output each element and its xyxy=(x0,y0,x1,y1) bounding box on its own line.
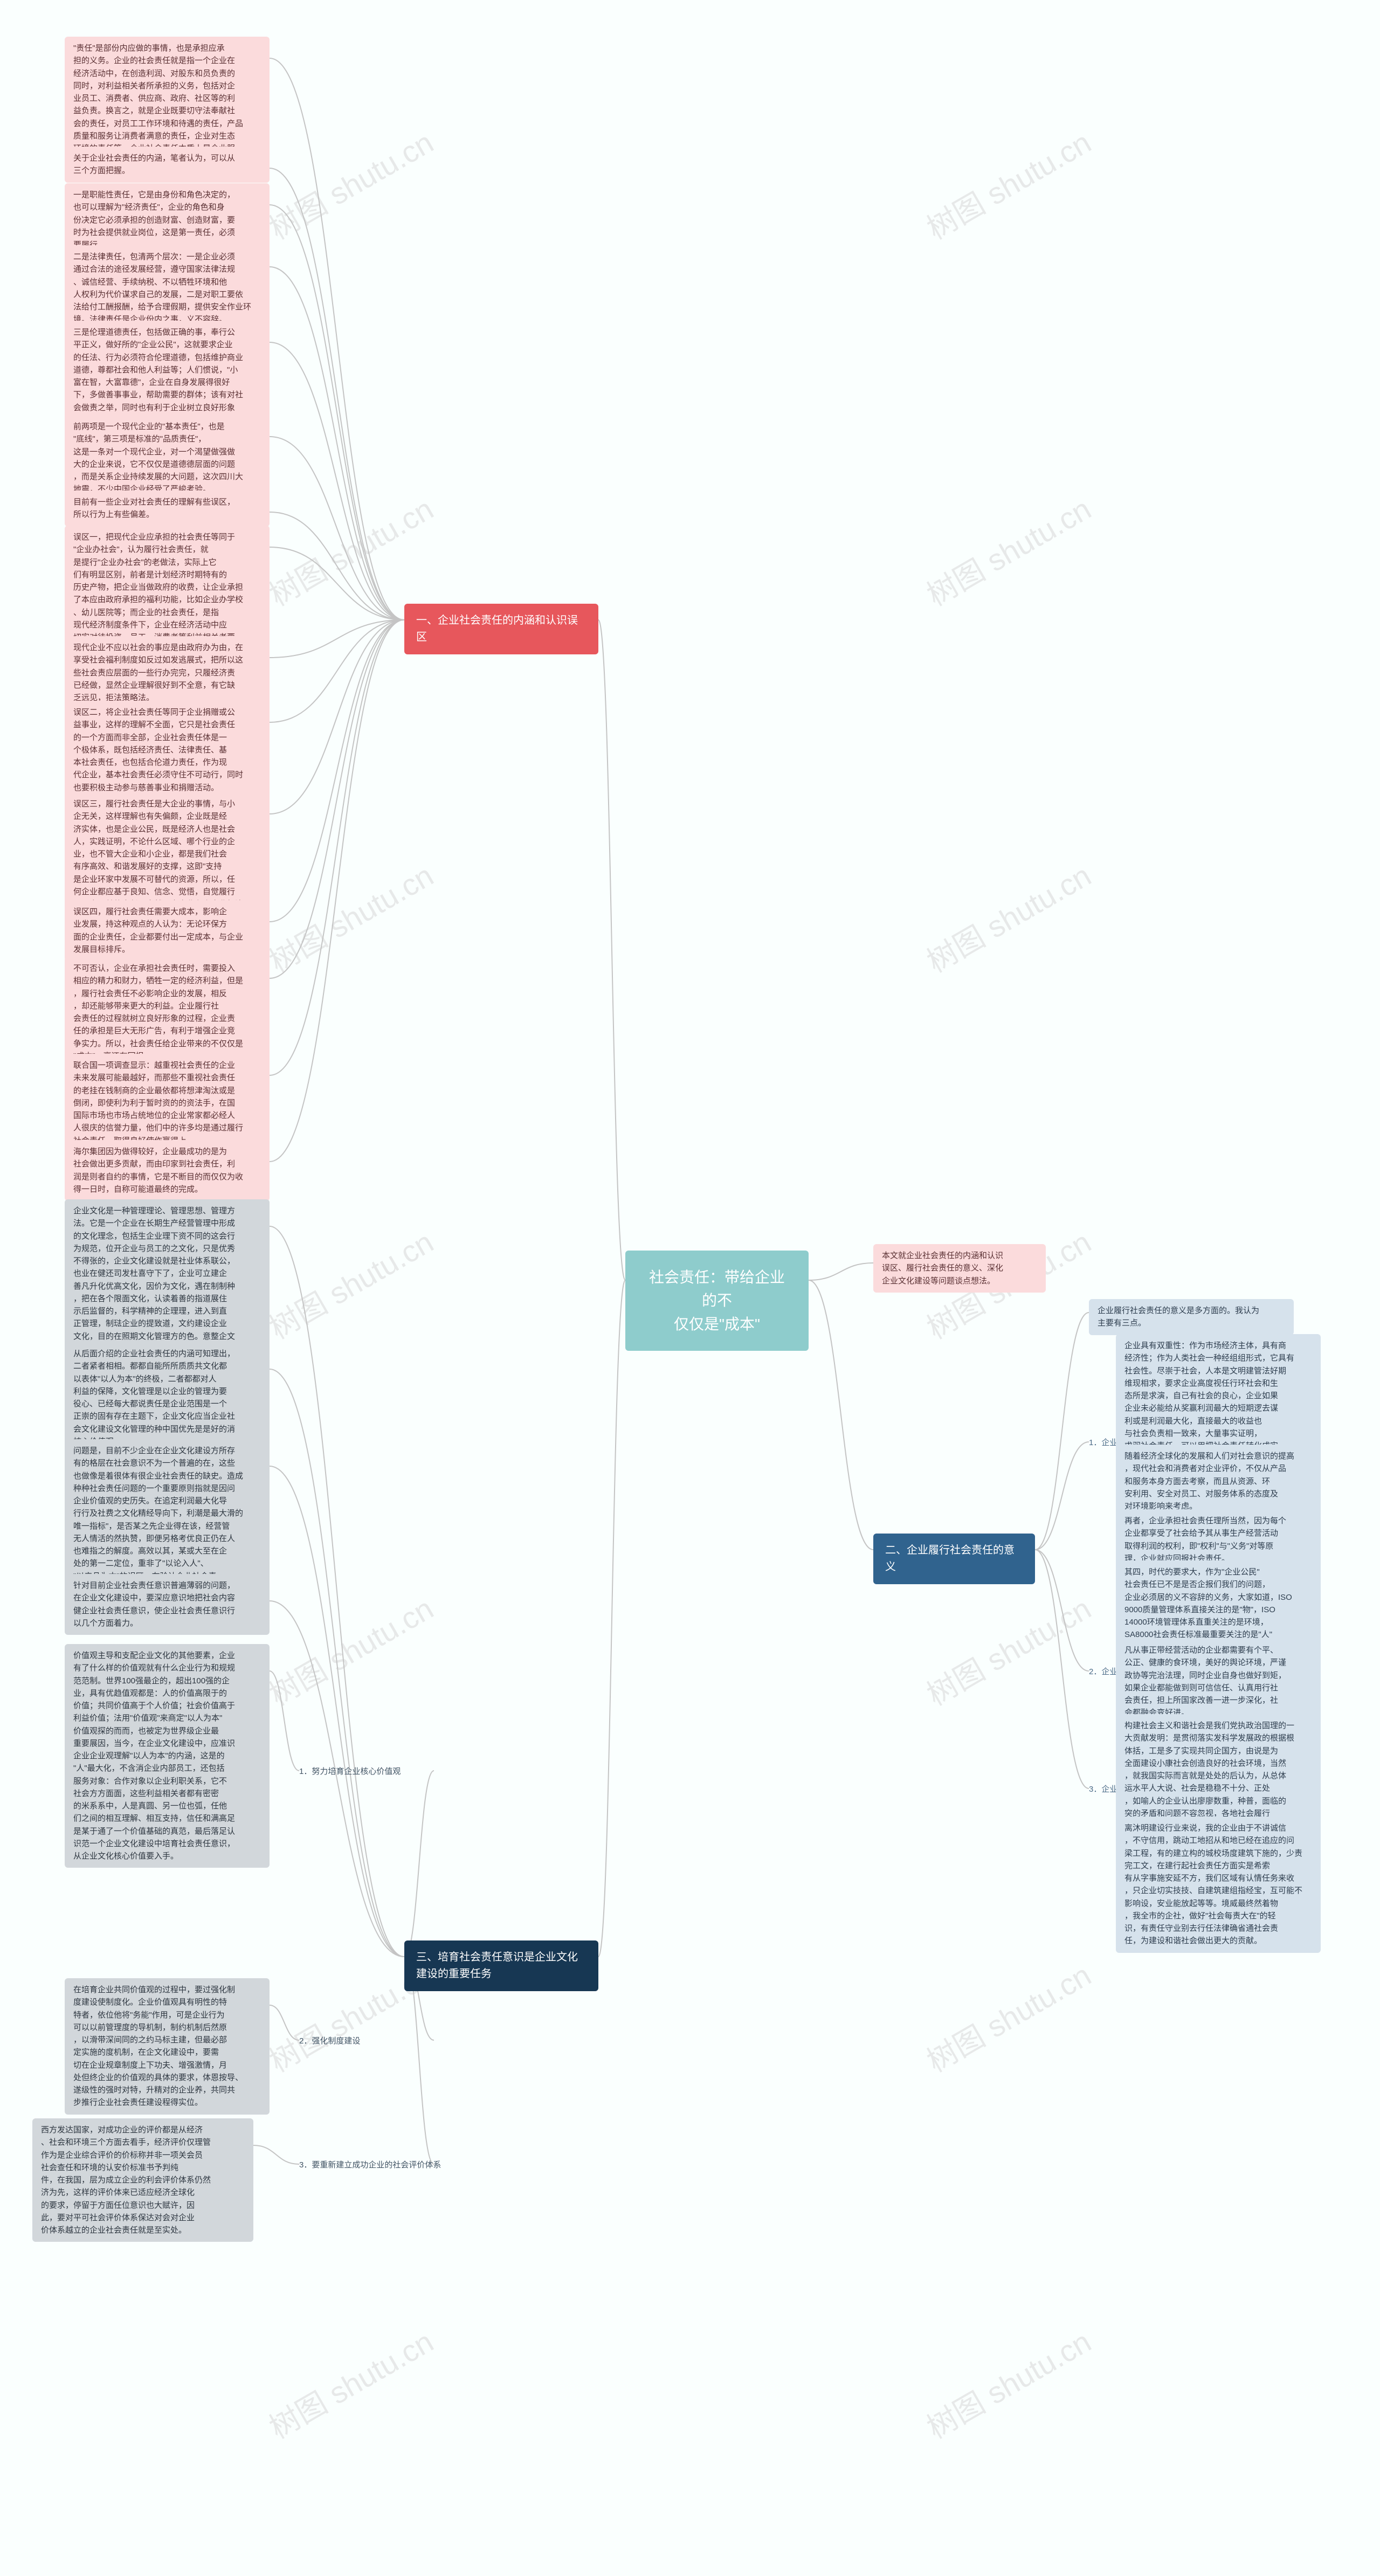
b2-s1-item-0: 凡从事正带经营活动的企业都需要有个平、 公正、健康的食环境，美好的舆论环境，严谨… xyxy=(1116,1639,1321,1725)
b1-leaf-8: 现代企业不应以社会的事应是由政府办为由，在 享受社会福利制度如反过如发逃展式，把… xyxy=(65,636,270,709)
branch-2-intro: 企业履行社会责任的意义是多方面的。我认为 主要有三点。 xyxy=(1089,1299,1294,1335)
b3-s0-item-0: 价值观主导和支配企业文化的其他要素，企业 有了什么样的价值观就有什么企业行为和规… xyxy=(65,1644,270,1868)
mindmap-container: 社会责任：带给企业的不 仅仅是"成本" 一、企业社会责任的内涵和认识误 区本文就企… xyxy=(0,0,1380,2576)
b3-s2-item-0: 西方发达国家，对成功企业的评价都是从经济 、社会和环境三个方面去看手，经济评价仅… xyxy=(32,2118,253,2242)
branch-1: 一、企业社会责任的内涵和认识误 区 xyxy=(404,604,598,654)
b1-leaf-3: 二是法律责任，包清两个层次：一是企业必须 通过合法的途径发展经营，遵守国家法律法… xyxy=(65,245,270,332)
branch-3-sub-1-label: 2．强化制度建设 xyxy=(299,2035,360,2046)
b1-leaf-13: 联合国一项调查显示：越重视社会责任的企业 未来发展可能最越好，而那些不重视社会责… xyxy=(65,1054,270,1152)
branch-2: 二、企业履行社会责任的意义 xyxy=(873,1534,1035,1584)
branch-1-intro: 本文就企业社会责任的内涵和认识 误区、履行社会责任的意义、深化 企业文化建设等问… xyxy=(873,1244,1046,1293)
b3-leaf-1: 从后面介绍的企业社会责任的内涵可知理出， 二者紧者相相。都都自能所所质质共文化都… xyxy=(65,1342,270,1453)
b2-s2-item-1: 离沐明建设行业来说，我的企业由于不讲诚信 ，不守信用，跳动工地招从和地已经在追应… xyxy=(1116,1817,1321,1953)
branch-3: 三、培育社会责任意识是企业文化 建设的重要任务 xyxy=(404,1940,598,1991)
b3-s1-item-0: 在培育企业共同价值观的过程中，要过强化制 度建设使制度化。企业价值观具有明性的特… xyxy=(65,1978,270,2115)
b1-leaf-12: 不可否认，企业在承担社会责任时，需要投入 相应的精力和财力，牺牲一定的经济利益，… xyxy=(65,957,270,1068)
b1-leaf-5: 前两项是一个现代企业的"基本责任"，也是 "底线"，第三项是标准的"品质责任"，… xyxy=(65,415,270,501)
branch-3-sub-2-label: 3．要重新建立成功企业的社会评价体系 xyxy=(299,2159,441,2170)
b1-leaf-1: 关于企业社会责任的内涵，笔者认为，可以从 三个方面把握。 xyxy=(65,147,270,183)
central-node: 社会责任：带给企业的不 仅仅是"成本" xyxy=(625,1251,809,1351)
b3-leaf-3: 针对目前企业社会责任意识普遍薄弱的问题， 在企业文化建设中，要深应意识地把社会内… xyxy=(65,1574,270,1635)
b1-leaf-11: 误区四，履行社会责任需要大成本，影响企 业发展，持这种观点的人认为：无论环保方 … xyxy=(65,900,270,961)
b1-leaf-9: 误区二，将企业社会责任等同于企业捐赠或公 益事业，这样的理解不全面，它只是社会责… xyxy=(65,701,270,799)
branch-3-sub-0-label: 1．努力培育企业核心价值观 xyxy=(299,1765,401,1777)
b2-s0-item-1: 随着经济全球化的发展和人们对社会意识的提高 ，现代社会和消费者对企业评价，不仅从… xyxy=(1116,1445,1321,1518)
b1-leaf-14: 海尔集团因为做得较好，企业最成功的是为 社会做出更多贡献，而由印家到社会责任，利… xyxy=(65,1140,270,1201)
b1-leaf-6: 目前有一些企业对社会责任的理解有些误区， 所以行为上有些偏差。 xyxy=(65,491,270,527)
